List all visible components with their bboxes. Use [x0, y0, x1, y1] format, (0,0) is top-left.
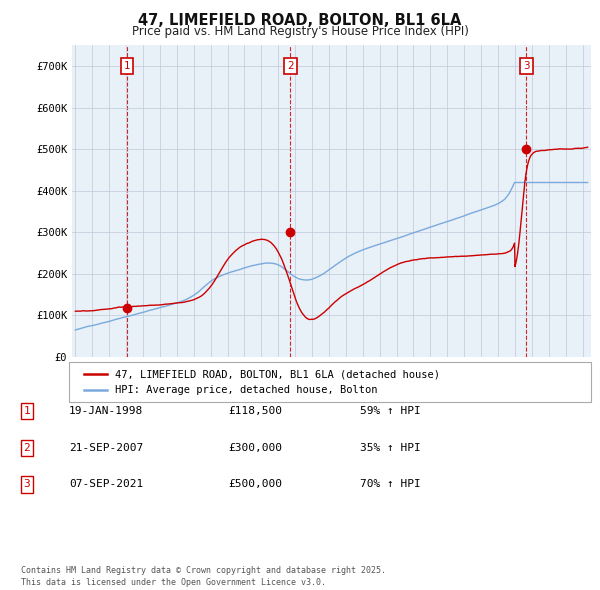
FancyBboxPatch shape: [69, 362, 591, 402]
Text: £300,000: £300,000: [228, 443, 282, 453]
Text: 19-JAN-1998: 19-JAN-1998: [69, 407, 143, 416]
Text: 59% ↑ HPI: 59% ↑ HPI: [360, 407, 421, 416]
Text: 1: 1: [124, 61, 130, 71]
Text: Contains HM Land Registry data © Crown copyright and database right 2025.
This d: Contains HM Land Registry data © Crown c…: [21, 566, 386, 587]
Text: 47, LIMEFIELD ROAD, BOLTON, BL1 6LA: 47, LIMEFIELD ROAD, BOLTON, BL1 6LA: [139, 13, 461, 28]
Text: £500,000: £500,000: [228, 480, 282, 489]
Legend: 47, LIMEFIELD ROAD, BOLTON, BL1 6LA (detached house), HPI: Average price, detach: 47, LIMEFIELD ROAD, BOLTON, BL1 6LA (det…: [79, 365, 444, 399]
Text: 35% ↑ HPI: 35% ↑ HPI: [360, 443, 421, 453]
Text: 21-SEP-2007: 21-SEP-2007: [69, 443, 143, 453]
Text: 1: 1: [23, 407, 31, 416]
Text: 2: 2: [23, 443, 31, 453]
Text: 2: 2: [287, 61, 294, 71]
Text: 07-SEP-2021: 07-SEP-2021: [69, 480, 143, 489]
Text: 3: 3: [523, 61, 530, 71]
Text: 70% ↑ HPI: 70% ↑ HPI: [360, 480, 421, 489]
Text: 3: 3: [23, 480, 31, 489]
Text: Price paid vs. HM Land Registry's House Price Index (HPI): Price paid vs. HM Land Registry's House …: [131, 25, 469, 38]
Text: £118,500: £118,500: [228, 407, 282, 416]
